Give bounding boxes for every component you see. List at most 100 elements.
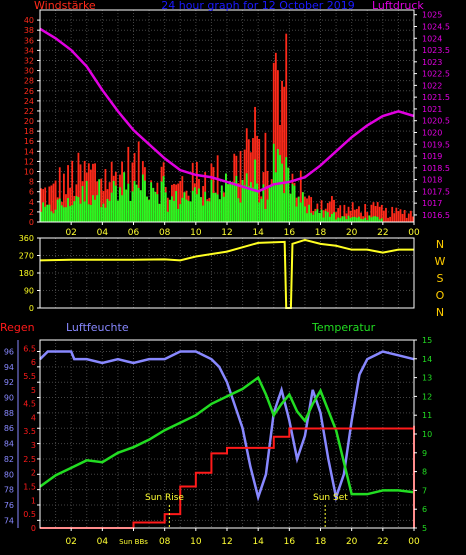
time-tick-label: Sun BBs [119, 538, 148, 546]
humidity-time-axis: 02 04 Sun BBs 08 10 12 14 16 18 20 22 00 [65, 505, 420, 547]
sunset-annotation: Sun Set [313, 493, 348, 503]
rain-tick-label: 5.5 [23, 372, 36, 381]
time-tick-label: 00 [408, 228, 420, 238]
wind-avg-bar [235, 175, 238, 222]
wind-avg-bar [245, 173, 248, 222]
temperature-axis-label: Temperatur [311, 321, 376, 334]
time-tick-label: 10 [190, 228, 202, 238]
humidity-tick-label: 74 [4, 516, 14, 525]
wind-tick-label: 24 [24, 97, 34, 106]
wind-gust-bar [92, 163, 94, 222]
wind-avg-bar [297, 196, 300, 222]
wind-avg-bar [243, 185, 246, 222]
rain-tick-label: 3.5 [23, 427, 36, 436]
wind-avg-bar [83, 201, 86, 222]
humidity-tick-label: 76 [4, 501, 14, 510]
wind-avg-bar [210, 180, 213, 222]
rain-tick-label: 5 [31, 386, 36, 395]
wind-avg-bar [320, 209, 323, 222]
wind-avg-bar [239, 202, 242, 222]
temperature-tick-label: 13 [422, 374, 432, 383]
wind-avg-bar [148, 200, 150, 222]
wind-gust-bar [401, 213, 404, 222]
rain-tick-label: 4 [31, 413, 36, 422]
humidity-axis-label: Luftfeuchte [66, 321, 129, 334]
time-tick-label: 12 [221, 537, 232, 547]
wind-avg-bar [362, 219, 364, 222]
rain-tick-label: 1.5 [23, 483, 36, 492]
wind-gust-bar [40, 188, 42, 222]
wind-avg-bar [229, 180, 232, 222]
wind-gust-bar [405, 217, 408, 222]
wind-avg-bar [129, 200, 132, 222]
chart-title: 24 hour graph for 12 October 2019 [161, 0, 355, 12]
wind-gust-bar [67, 165, 69, 222]
wind-tick-label: 10 [24, 168, 34, 177]
wind-avg-bar [127, 183, 130, 222]
wind-gust-bar [79, 164, 82, 222]
wind-gust-bar [333, 199, 335, 222]
wind-gust-bar [44, 187, 47, 222]
wind-avg-bar [137, 187, 140, 222]
rain-axis-label: Regen [0, 321, 35, 334]
time-tick-label: 18 [315, 537, 327, 547]
wind-gust-bar [335, 212, 337, 222]
wind-avg-bar [301, 192, 304, 222]
wind-avg-bar [56, 199, 59, 222]
wind-gust-bar [322, 210, 325, 222]
wind-gust-bar [100, 178, 103, 222]
pressure-tick-label: 1017 [422, 199, 442, 208]
time-tick-label: 16 [284, 228, 296, 238]
wind-tick-label: 6 [29, 188, 34, 197]
temperature-tick-label: 8 [422, 468, 427, 477]
wind-avg-bar [164, 192, 167, 222]
humidity-tick-label: 96 [4, 348, 14, 357]
rain-axis-ticks: 0 0.5 1 1.5 2 2.5 3 3.5 4 4.5 5 5.5 6 6.5 [23, 344, 36, 533]
wind-avg-bar [368, 215, 371, 222]
wind-gust-bar [349, 210, 352, 222]
wind-gust-bar [121, 161, 123, 222]
wind-avg-bar [183, 192, 186, 222]
wind-gust-bar [252, 138, 254, 222]
wind-tick-label: 32 [24, 56, 34, 65]
wind-avg-bar [100, 207, 103, 222]
time-tick-label: 08 [159, 537, 171, 547]
wind-avg-bar [75, 196, 78, 222]
wind-gust-bar [393, 213, 396, 222]
wind-avg-bar [110, 192, 113, 222]
wind-tick-label: 22 [24, 107, 34, 116]
temperature-line [39, 375, 415, 496]
direction-axis-ticks: 0 90 180 270 360 [19, 234, 40, 313]
rain-tick-label: 2 [31, 469, 36, 478]
wind-avg-bar [308, 204, 310, 222]
wind-avg-bar [218, 199, 221, 222]
wind-avg-bar [285, 157, 288, 222]
wind-gust-bar [166, 197, 169, 222]
wind-gust-bar [345, 213, 348, 222]
wind-avg-bar [87, 204, 90, 222]
wind-avg-bar [353, 216, 356, 222]
temperature-tick-label: 11 [422, 411, 432, 420]
pressure-tick-label: 1018.5 [422, 164, 450, 173]
compass-label: N [436, 238, 444, 251]
wind-avg-bar [328, 216, 331, 222]
temperature-tick-label: 14 [422, 355, 432, 364]
wind-tick-label: 8 [29, 178, 34, 187]
time-tick-label: 20 [346, 537, 358, 547]
wind-avg-bar [114, 185, 117, 222]
pressure-axis-label: Luftdruck [372, 0, 424, 12]
pressure-tick-label: 1018 [422, 176, 442, 185]
wind-gust-bar [339, 205, 342, 222]
time-tick-label: 00 [408, 537, 420, 547]
wind-avg-bar [260, 198, 263, 222]
wind-gust-bar [258, 138, 261, 222]
wind-avg-bar [252, 187, 254, 222]
wind-avg-bar [324, 210, 327, 222]
wind-avg-bar [289, 193, 292, 222]
wind-avg-bar [249, 182, 252, 222]
time-tick-label: 20 [346, 228, 358, 238]
wind-gust-bar [376, 202, 379, 222]
wind-avg-bar [46, 204, 49, 222]
wind-avg-bar [85, 180, 88, 222]
